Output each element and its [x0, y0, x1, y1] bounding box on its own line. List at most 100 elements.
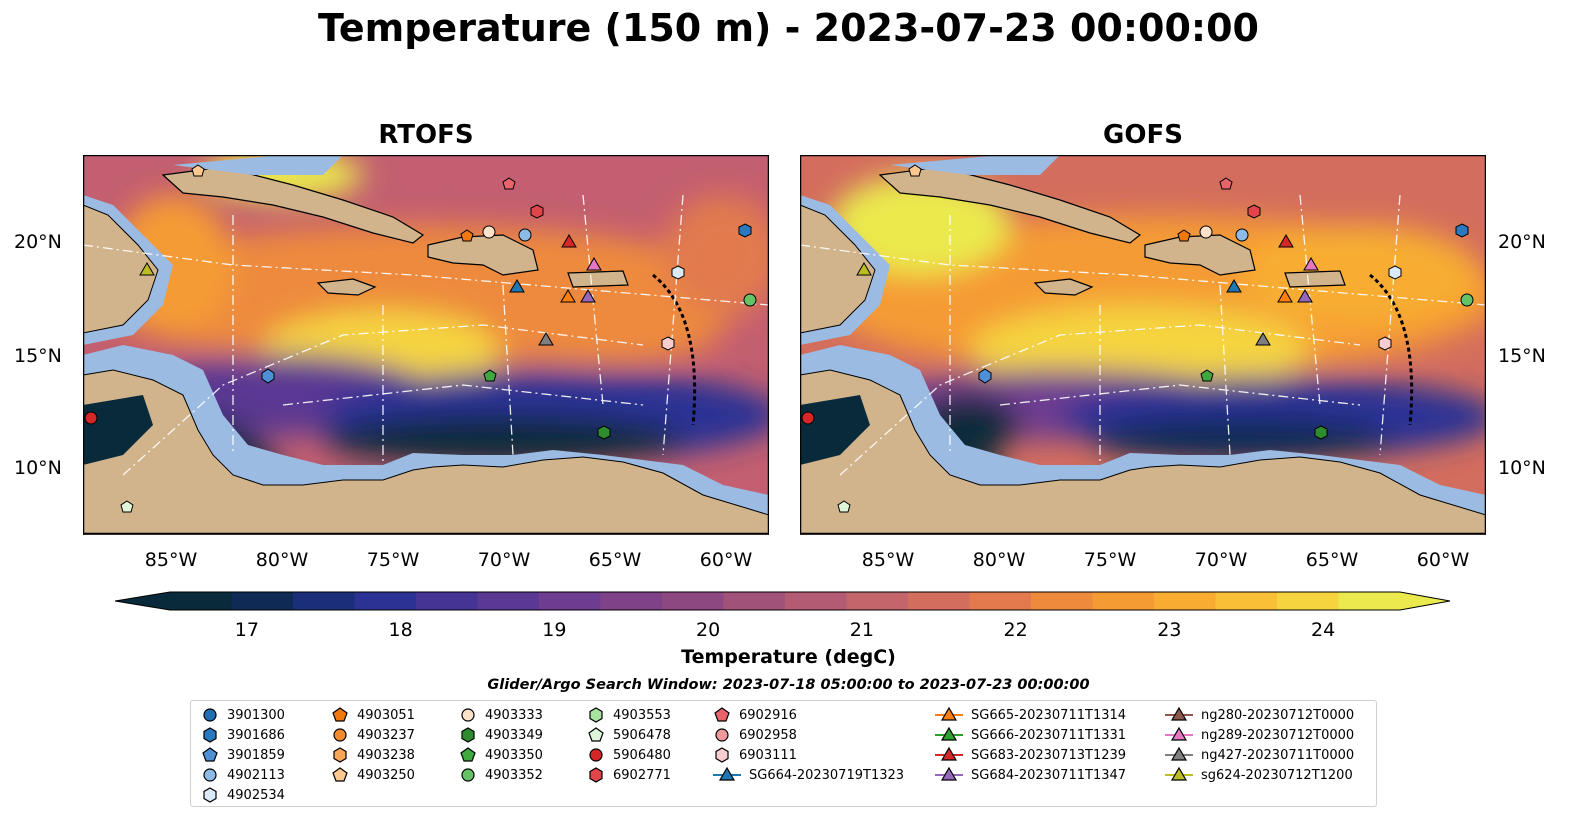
legend-entry: 6902916	[713, 705, 797, 725]
legend-entry-label: 4902113	[227, 767, 285, 783]
lat-label-20-right: 20°N	[1498, 231, 1546, 253]
triangle-line-marker-icon	[1165, 706, 1193, 721]
panel-title-gofs: GOFS	[1103, 120, 1183, 150]
colorbar-segment	[662, 592, 724, 610]
pentagon-marker-icon	[714, 707, 730, 722]
pentagon-marker-icon	[588, 727, 604, 742]
legend-entry: ng427-20230711T0000	[1165, 745, 1354, 765]
legend-entry-label: ng280-20230712T0000	[1201, 707, 1355, 723]
lon-label-rtofs-85: 85°W	[144, 549, 198, 571]
lon-label-rtofs-75: 75°W	[366, 549, 420, 571]
colorbar-outline	[115, 591, 1451, 611]
legend-entry: 4902534	[201, 785, 285, 805]
legend-entry-label: 4902534	[227, 787, 285, 803]
circle-marker-icon	[333, 728, 347, 742]
legend-entry-label: 4903333	[485, 707, 543, 723]
legend-entry: 6902958	[713, 725, 797, 745]
map-gofs	[800, 155, 1486, 535]
circle-marker-icon	[461, 768, 475, 782]
triangle-line-marker-icon	[1165, 746, 1193, 761]
colorbar-tick-label: 24	[1311, 619, 1336, 641]
legend-entry-label: 5906480	[613, 747, 671, 763]
colorbar-segment	[170, 592, 232, 610]
legend-entry-label: ng427-20230711T0000	[1201, 747, 1355, 763]
map-rtofs	[83, 155, 769, 535]
legend-entry: SG664-20230719T1323	[713, 765, 904, 785]
legend-entry: 4902113	[201, 765, 285, 785]
search-window-text: Glider/Argo Search Window: 2023-07-18 05…	[487, 677, 1090, 693]
legend-entry-label: 5906478	[613, 727, 671, 743]
circle-marker-icon	[589, 748, 603, 762]
colorbar-segment	[1154, 592, 1216, 610]
pentagon-marker-icon	[332, 767, 348, 782]
colorbar-label: Temperature (degC)	[681, 646, 896, 668]
lon-label-gofs-75: 75°W	[1083, 549, 1137, 571]
legend-entry-label: 4903553	[613, 707, 671, 723]
legend-entry: 4903250	[331, 765, 415, 785]
triangle-line-marker-icon	[1165, 766, 1193, 781]
triangle-line-marker-icon	[935, 726, 963, 741]
hexagon-marker-icon	[333, 747, 347, 763]
legend-entry-label: 6902771	[613, 767, 671, 783]
legend-entry: 3901686	[201, 725, 285, 745]
legend-entry-label: 4903237	[357, 727, 415, 743]
legend-entry: SG683-20230713T1239	[935, 745, 1126, 765]
legend-entry: ng280-20230712T0000	[1165, 705, 1354, 725]
colorbar	[115, 591, 1451, 611]
legend-entry-label: 4903349	[485, 727, 543, 743]
hexagon-marker-icon	[203, 787, 217, 803]
legend-entry: 6902771	[587, 765, 671, 785]
legend-entry: SG665-20230711T1314	[935, 705, 1126, 725]
colorbar-tick-label: 19	[542, 619, 567, 641]
legend-entry-label: 4903350	[485, 747, 543, 763]
lon-label-gofs-60: 60°W	[1416, 549, 1470, 571]
lat-label-15-right: 15°N	[1498, 345, 1546, 367]
colorbar-segment	[1092, 592, 1155, 610]
triangle-line-marker-icon	[935, 706, 963, 721]
circle-marker-icon	[203, 768, 217, 782]
legend-entry-label: 4903238	[357, 747, 415, 763]
legend-entry-label: SG665-20230711T1314	[971, 707, 1127, 723]
legend-entry-label: 6902958	[739, 727, 797, 743]
legend-entry-label: 4903051	[357, 707, 415, 723]
legend-entry-label: SG666-20230711T1331	[971, 727, 1127, 743]
colorbar-segment	[969, 592, 1032, 610]
circle-marker-icon	[203, 708, 217, 722]
pentagon-marker-icon	[332, 707, 348, 722]
legend-entry-label: 3901300	[227, 707, 285, 723]
legend-entry: 4903349	[459, 725, 543, 745]
lon-label-gofs-65: 65°W	[1305, 549, 1359, 571]
lon-label-gofs-80: 80°W	[972, 549, 1026, 571]
colorbar-tick-label: 21	[849, 619, 874, 641]
colorbar-segment	[908, 592, 970, 610]
legend-entry: 4903051	[331, 705, 415, 725]
legend-entry: 4903333	[459, 705, 543, 725]
colorbar-tick-label: 18	[388, 619, 413, 641]
hexagon-marker-icon	[589, 707, 603, 723]
legend-entry-label: sg624-20230712T1200	[1201, 767, 1353, 783]
legend-entry: 4903237	[331, 725, 415, 745]
colorbar-segment	[231, 592, 294, 610]
legend-entry: 5906480	[587, 745, 671, 765]
lon-label-rtofs-70: 70°W	[477, 549, 531, 571]
legend-entry: ng289-20230712T0000	[1165, 725, 1354, 745]
colorbar-segment	[1277, 592, 1339, 610]
triangle-line-marker-icon	[935, 746, 963, 761]
panel-title-rtofs: RTOFS	[378, 120, 474, 150]
legend-entry-label: 3901859	[227, 747, 285, 763]
legend-entry-label: 4903250	[357, 767, 415, 783]
legend-entry-label: ng289-20230712T0000	[1201, 727, 1355, 743]
legend-entry: SG684-20230711T1347	[935, 765, 1126, 785]
colorbar-segment	[416, 592, 478, 610]
triangle-line-marker-icon	[935, 766, 963, 781]
lat-label-10-right: 10°N	[1498, 457, 1546, 479]
legend-entry: 6903111	[713, 745, 797, 765]
circle-marker-icon	[461, 708, 475, 722]
pentagon-marker-icon	[460, 747, 476, 762]
colorbar-tick-label: 22	[1003, 619, 1028, 641]
triangle-line-marker-icon	[713, 766, 741, 781]
lon-label-rtofs-60: 60°W	[699, 549, 753, 571]
lon-label-rtofs-80: 80°W	[255, 549, 309, 571]
legend-entry-label: SG664-20230719T1323	[749, 767, 905, 783]
colorbar-extend-low	[115, 592, 170, 610]
